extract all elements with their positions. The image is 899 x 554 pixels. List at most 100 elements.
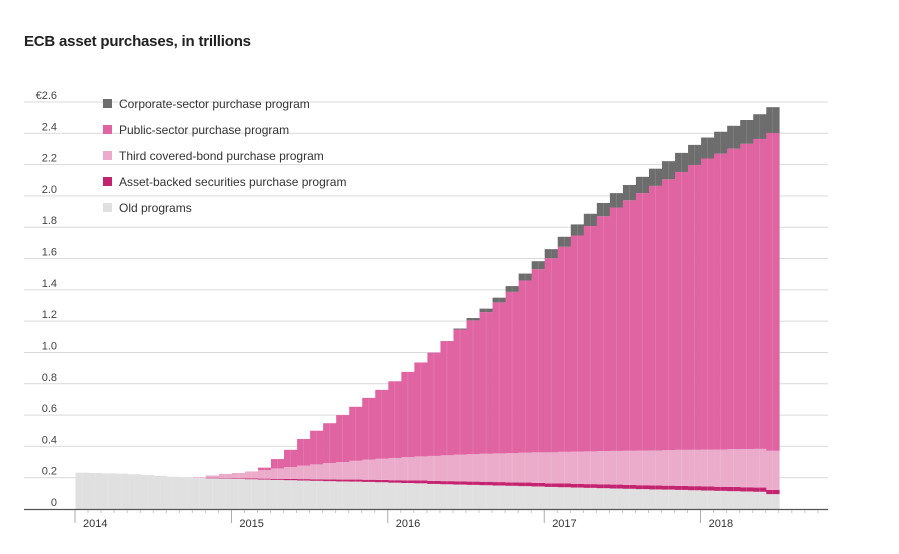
axes: 0 0.2 0.4 0.6 0.8 1.0 1.2 1.4 1.6 1.8 2.0 2.2 2.4 €2.…: [24, 90, 828, 530]
bar-abs: [688, 486, 702, 491]
bar-corporate: [740, 120, 754, 144]
bar-covered: [518, 452, 532, 483]
bar-corporate: [648, 168, 663, 186]
bar-corporate: [453, 328, 467, 330]
bar-old: [479, 485, 493, 509]
y-tick-label: 1.6: [42, 247, 57, 259]
bar-old: [518, 486, 532, 509]
bar-corporate: [479, 308, 493, 313]
bar-corporate: [570, 224, 585, 236]
bar-public: [766, 132, 780, 451]
bar-public: [675, 171, 689, 450]
bar-abs: [596, 484, 611, 489]
bar-covered: [544, 452, 559, 484]
bar-covered: [284, 467, 298, 479]
bar-old: [583, 487, 598, 509]
bar-covered: [688, 449, 702, 487]
bar-public: [622, 200, 637, 451]
bar-old: [740, 491, 754, 509]
bar-old: [179, 477, 194, 509]
bar-public: [714, 153, 728, 450]
bar-old: [427, 483, 441, 509]
bar-public: [544, 258, 559, 453]
bar-corporate: [505, 286, 519, 292]
bar-abs: [479, 481, 493, 486]
bar-covered: [635, 450, 650, 486]
bar-abs: [297, 479, 311, 481]
bar-public: [688, 164, 702, 450]
bar-public: [570, 235, 585, 452]
bar-covered: [257, 470, 272, 479]
bar-corporate: [675, 152, 689, 172]
bar-abs: [310, 479, 324, 481]
bar-covered: [218, 473, 233, 478]
bar-public: [662, 179, 676, 451]
bar-corporate: [583, 213, 598, 226]
bar-corporate: [688, 144, 702, 165]
bar-public: [257, 467, 272, 471]
y-tick-label: 1.8: [42, 215, 57, 227]
bar-old: [531, 486, 545, 509]
bar-old: [635, 489, 650, 509]
x-tick-label: 2014: [83, 518, 107, 530]
bar-abs: [714, 486, 728, 491]
bar-abs: [727, 486, 741, 492]
bar-covered: [714, 449, 728, 487]
bar-public: [701, 158, 715, 450]
bar-public: [453, 329, 467, 455]
bar-abs: [609, 484, 624, 489]
bar-covered: [388, 457, 402, 481]
bar-old: [440, 484, 454, 509]
bar-old: [336, 481, 350, 509]
bar-old: [505, 485, 519, 509]
bar-corporate: [635, 176, 650, 194]
bar-old: [271, 479, 285, 509]
y-tick-label: 2.4: [42, 121, 57, 133]
legend-swatch-corporate: [103, 99, 112, 108]
bar-covered: [427, 455, 441, 481]
bar-public: [609, 207, 624, 451]
bar-old: [244, 479, 259, 509]
bar-corporate: [518, 273, 532, 281]
bar-covered: [401, 457, 415, 481]
bar-abs: [401, 480, 415, 484]
bar-old: [609, 488, 624, 509]
bar-corporate: [466, 318, 480, 321]
y-tick-label: €2.6: [36, 90, 57, 102]
bar-abs: [231, 478, 246, 479]
bar-covered: [505, 453, 519, 483]
bar-old: [557, 487, 572, 509]
bar-covered: [557, 451, 572, 484]
bar-old: [675, 489, 689, 509]
bar-abs: [375, 479, 389, 483]
legend-label-old: Old programs: [119, 201, 192, 215]
bar-abs: [440, 481, 454, 485]
bar-old: [414, 483, 428, 509]
bar-old: [166, 476, 181, 509]
bar-public: [727, 148, 741, 450]
bar-old: [544, 486, 559, 509]
bar-corporate: [753, 114, 767, 139]
bar-public: [414, 362, 428, 457]
bar-covered: [753, 448, 767, 488]
bar-old: [375, 482, 389, 509]
bar-public: [375, 389, 389, 459]
bar-covered: [662, 450, 676, 486]
legend-swatch-public: [103, 125, 112, 134]
bar-abs: [244, 478, 259, 480]
bar-public: [362, 397, 376, 460]
bar-covered: [231, 472, 246, 479]
bar-old: [492, 485, 506, 509]
bar-covered: [492, 453, 506, 483]
bar-public: [310, 430, 324, 465]
bar-covered: [675, 449, 689, 486]
bar-old: [257, 479, 272, 509]
bar-abs: [414, 480, 428, 484]
bar-abs: [284, 478, 298, 481]
bar-old: [688, 490, 702, 509]
bar-corporate: [557, 236, 572, 247]
y-tick-label: 0.4: [42, 434, 57, 446]
y-tick-label: 1.0: [42, 340, 57, 352]
legend-label-public: Public-sector purchase program: [119, 123, 289, 137]
bar-old: [127, 474, 141, 509]
